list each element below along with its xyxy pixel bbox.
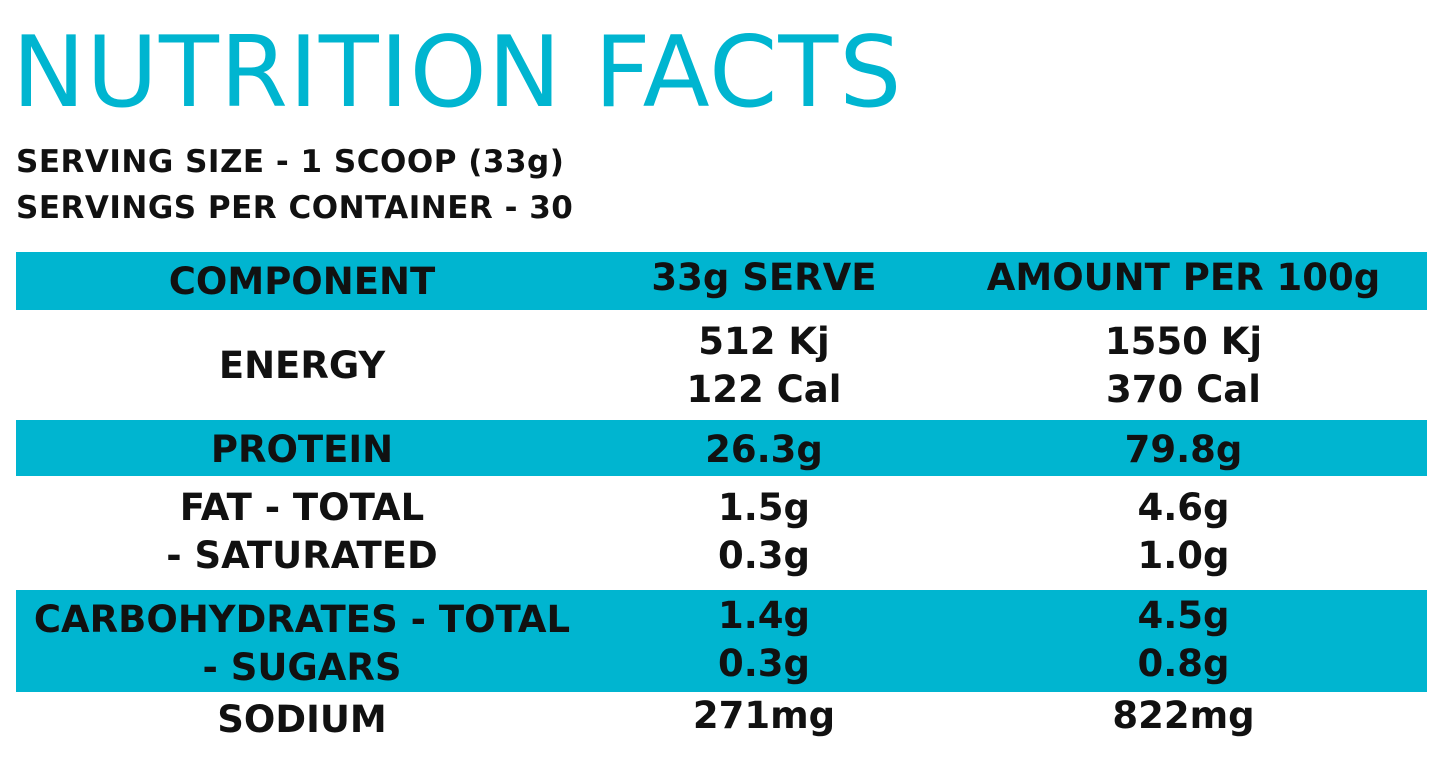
per100-value: 79.8g: [1124, 428, 1243, 471]
table-row-carbohydrates-label: CARBOHYDRATES - TOTAL - SUGARS: [16, 594, 588, 694]
per100-value: 4.5g: [1137, 594, 1230, 637]
serve-value: 0.3g: [717, 642, 811, 685]
per100-value: 370 Cal: [1106, 368, 1261, 411]
header-band: [16, 252, 1427, 310]
header-serve: 33g SERVE: [651, 256, 877, 299]
servings-per-container: SERVINGS PER CONTAINER - 30: [16, 190, 574, 226]
table-row-fat-label: FAT - TOTAL - SATURATED: [16, 482, 588, 582]
table-row-energy-per100: 1550 Kj 370 Cal: [940, 318, 1427, 414]
table-row-sodium-serve: 271mg: [588, 690, 940, 742]
component-name: - SATURATED: [166, 534, 438, 577]
table-row-sodium-label: SODIUM: [16, 694, 588, 746]
page-title: NUTRITION FACTS: [12, 16, 903, 130]
table-row-carbohydrates-serve: 1.4g 0.3g: [588, 590, 940, 690]
per100-value: 1550 Kj: [1104, 320, 1263, 363]
serve-value: 512 Kj: [698, 320, 830, 363]
component-name: ENERGY: [218, 344, 386, 387]
component-name: SODIUM: [217, 698, 387, 741]
table-row-fat-serve: 1.5g 0.3g: [588, 482, 940, 582]
table-row-energy-serve: 512 Kj 122 Cal: [588, 318, 940, 414]
header-per100: AMOUNT PER 100g: [986, 256, 1381, 299]
per100-value: 1.0g: [1137, 534, 1230, 577]
serve-value: 0.3g: [717, 534, 811, 577]
table-row-protein-label: PROTEIN: [16, 424, 588, 476]
serve-value: 1.4g: [717, 594, 811, 637]
component-name: PROTEIN: [210, 428, 394, 471]
serve-value: 122 Cal: [686, 368, 842, 411]
table-row-carbohydrates-per100: 4.5g 0.8g: [940, 590, 1427, 690]
table-row-protein-serve: 26.3g: [588, 424, 940, 476]
component-name: FAT - TOTAL: [179, 486, 425, 529]
header-component: COMPONENT: [168, 260, 436, 303]
table-row-fat-per100: 4.6g 1.0g: [940, 482, 1427, 582]
per100-value: 822mg: [1112, 694, 1255, 737]
serving-size: SERVING SIZE - 1 SCOOP (33g): [16, 144, 565, 180]
per100-value: 4.6g: [1137, 486, 1230, 529]
serve-value: 1.5g: [717, 486, 811, 529]
component-name: - SUGARS: [202, 646, 402, 689]
table-row-sodium-per100: 822mg: [940, 690, 1427, 742]
serve-value: 26.3g: [705, 428, 823, 471]
table-row-energy-label: ENERGY: [16, 318, 588, 414]
carbohydrates-band: [16, 590, 1427, 692]
table-row-protein-per100: 79.8g: [940, 424, 1427, 476]
per100-value: 0.8g: [1137, 642, 1230, 685]
protein-band: [16, 420, 1427, 476]
component-name: CARBOHYDRATES - TOTAL: [33, 598, 571, 641]
serve-value: 271mg: [692, 694, 836, 737]
